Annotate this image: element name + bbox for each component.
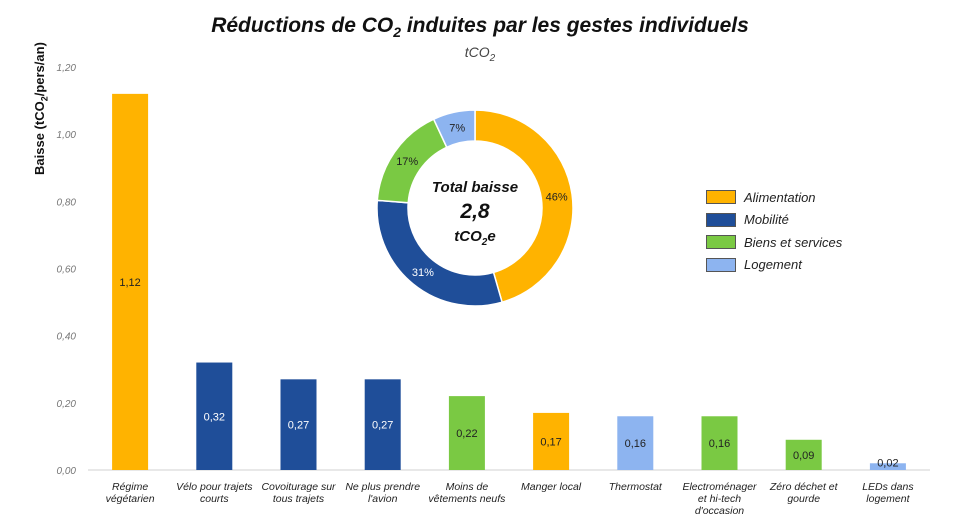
donut-slice-label: 46% xyxy=(546,191,568,203)
x-tick-label: Zéro déchet et xyxy=(769,481,839,493)
donut-slice-label: 17% xyxy=(396,156,418,168)
x-tick-label: vêtements neufs xyxy=(428,493,506,505)
bar-value-label: 0,02 xyxy=(877,457,898,469)
donut-center-unit: tCO2e xyxy=(454,228,495,248)
x-tick-label: tous trajets xyxy=(273,493,325,505)
donut-slice-label: 7% xyxy=(449,122,465,134)
x-tick-label: végétarien xyxy=(106,493,155,505)
donut-center-total: 2,8 xyxy=(459,200,490,223)
y-tick-label: 0,20 xyxy=(57,399,77,410)
legend-item-logement: Logement xyxy=(706,254,842,277)
x-tick-label: courts xyxy=(200,493,229,505)
bar xyxy=(617,416,654,470)
x-tick-label: Thermostat xyxy=(609,481,663,493)
legend-item-biens: Biens et services xyxy=(706,231,842,254)
bar-value-label: 0,22 xyxy=(456,428,477,440)
legend-swatch-logement xyxy=(706,257,736,272)
x-tick-label: et hi-tech xyxy=(698,493,741,505)
legend-swatch-biens xyxy=(706,235,736,250)
legend-swatch-mobilite xyxy=(706,212,736,227)
donut-slice xyxy=(432,109,476,149)
x-tick-label: gourde xyxy=(787,493,820,505)
y-tick-label: 0,80 xyxy=(57,197,77,208)
x-tick-label: Covoiturage sur xyxy=(261,481,336,493)
x-tick-label: l'avion xyxy=(368,493,398,505)
x-tick-label: Moins de xyxy=(446,481,489,493)
legend-item-alimentation: Alimentation xyxy=(706,186,842,209)
y-tick-label: 0,60 xyxy=(57,265,77,276)
unit-subscript: 2 xyxy=(481,237,488,248)
legend-label-alimentation: Alimentation xyxy=(744,189,816,205)
bar-value-label: 0,27 xyxy=(288,420,309,432)
bar xyxy=(701,416,738,470)
bar-value-label: 0,27 xyxy=(372,420,393,432)
unit-part: tCO xyxy=(454,228,482,245)
bar xyxy=(448,396,485,470)
x-tick-label: Manger local xyxy=(521,481,582,493)
x-tick-label: Electroménager xyxy=(682,481,757,493)
bar-value-label: 0,17 xyxy=(540,436,561,448)
x-tick-label: logement xyxy=(866,493,910,505)
donut-center-caption: Total baisse xyxy=(432,179,518,196)
bar-value-label: 0,16 xyxy=(709,438,730,450)
chart-title: Réductions de CO2 induites par les geste… xyxy=(211,14,749,41)
bar xyxy=(869,463,906,470)
x-tick-label: LEDs dans xyxy=(862,481,914,493)
bar xyxy=(196,362,233,470)
x-tick-label: Régime xyxy=(112,481,148,493)
unit-suffix: e xyxy=(487,228,495,245)
y-tick-label: 0,40 xyxy=(57,332,77,343)
x-tick-label: d'occasion xyxy=(695,505,744,517)
y-tick-label: 1,20 xyxy=(57,63,77,74)
bar-value-label: 0,09 xyxy=(793,450,814,462)
x-tick-label: Vélo pour trajets xyxy=(176,481,253,493)
bar-value-label: 0,32 xyxy=(204,411,225,423)
bar xyxy=(280,379,317,470)
legend-item-mobilite: Mobilité xyxy=(706,209,842,232)
legend-label-logement: Logement xyxy=(744,257,802,273)
legend-label-mobilite: Mobilité xyxy=(744,212,789,228)
y-tick-label: 0,00 xyxy=(57,466,77,477)
bar xyxy=(364,379,401,470)
legend-label-biens: Biens et services xyxy=(744,234,843,250)
bar-value-label: 1,12 xyxy=(119,277,140,289)
donut-slice xyxy=(474,109,574,304)
y-axis-label: Baisse (tCO2/pers/an) xyxy=(32,42,50,175)
x-tick-label: Ne plus prendre xyxy=(345,481,420,493)
y-tick-label: 1,00 xyxy=(57,130,77,141)
donut-slice-label: 31% xyxy=(412,267,434,279)
bar xyxy=(533,412,570,470)
chart-subtitle: tCO2 xyxy=(464,44,496,64)
bar xyxy=(785,439,822,470)
bar-value-label: 0,16 xyxy=(625,438,646,450)
legend: Alimentation Mobilité Biens et services … xyxy=(706,186,842,276)
legend-swatch-alimentation xyxy=(706,190,736,205)
bar xyxy=(112,93,149,470)
